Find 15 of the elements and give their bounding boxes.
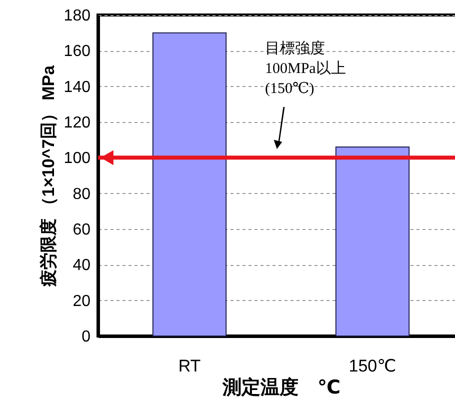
x-tick-label: 150℃: [348, 356, 396, 376]
y-tick-label: 100: [64, 150, 91, 168]
y-tick-label: 80: [72, 186, 91, 203]
y-tick-label: 180: [64, 8, 91, 24]
annotation: 目標強度 100MPa以上 (150℃): [265, 40, 346, 97]
y-tick-label: 160: [64, 43, 91, 60]
y-axis-title: 疲労限度 （1×10^7回） MPa: [38, 64, 58, 288]
x-axis-title: 測定温度 ℃: [221, 376, 341, 398]
y-tick-label: 120: [64, 114, 91, 132]
y-tick-label: 40: [72, 257, 91, 274]
y-tick-label: 0: [82, 328, 91, 346]
y-tick-label: 140: [64, 78, 91, 96]
x-tick-label: RT: [178, 356, 201, 376]
y-tick-label: 20: [72, 292, 91, 310]
y-tick-label: 60: [72, 222, 91, 238]
